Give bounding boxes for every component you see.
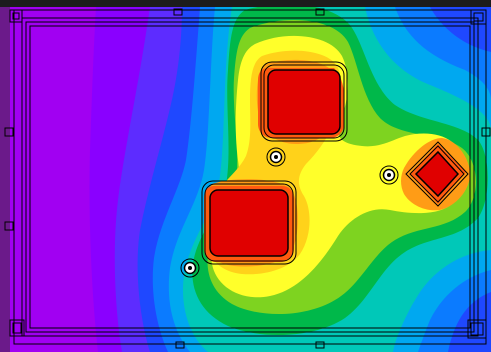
mount-marks [4, 8, 491, 349]
component-outlines [201, 61, 469, 265]
top-bar [0, 0, 491, 7]
right-hole [379, 165, 399, 185]
center-hole [266, 147, 286, 167]
right-diamond-component [414, 150, 460, 198]
left-border [0, 7, 10, 352]
upper-square-component [267, 69, 341, 135]
contour-field [10, 7, 491, 352]
lower-square-component [209, 189, 289, 257]
lower-left-hole [180, 258, 200, 278]
board-frame [13, 9, 487, 345]
